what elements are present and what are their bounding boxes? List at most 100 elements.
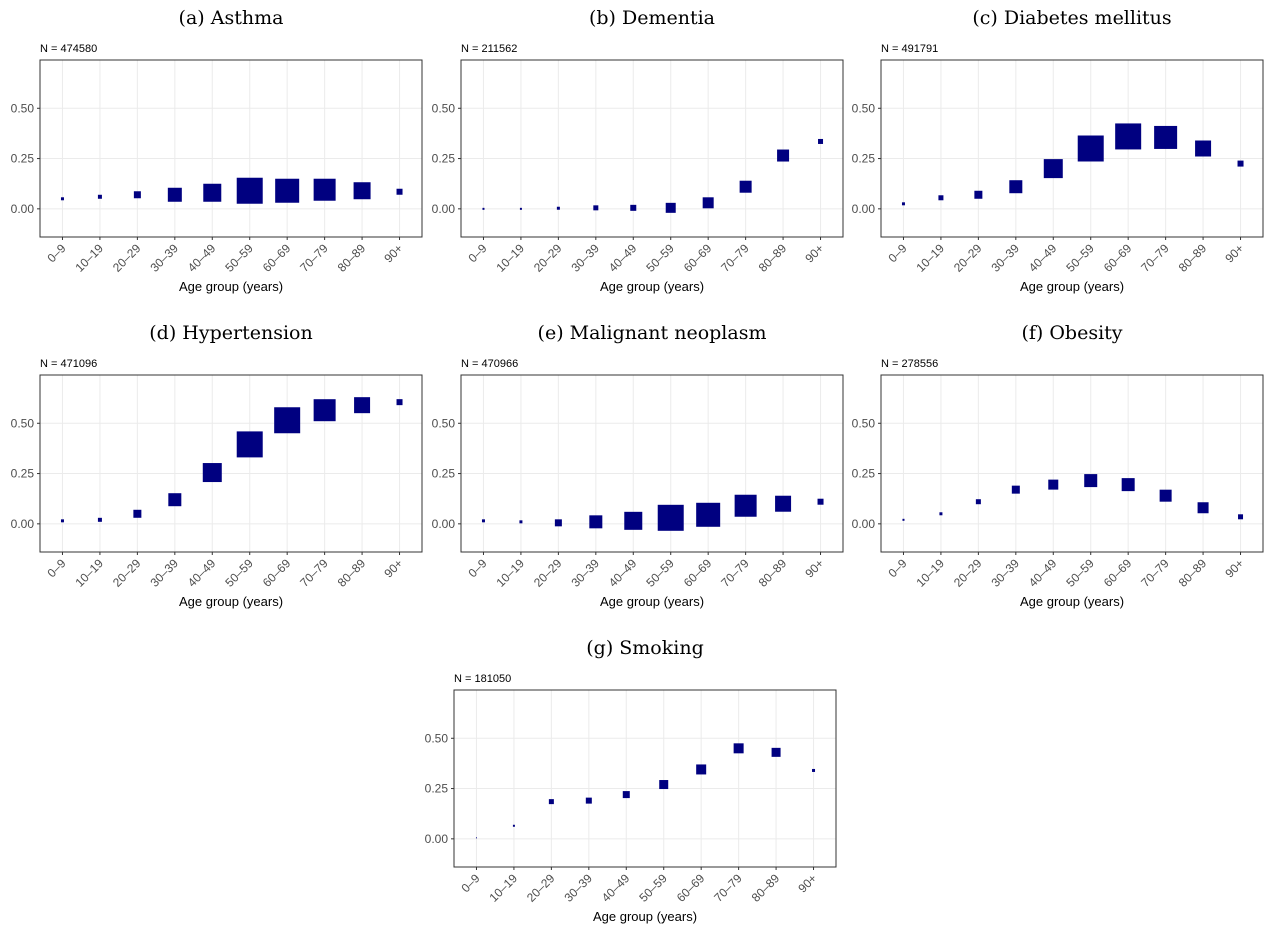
point <box>812 768 816 772</box>
point <box>482 207 485 210</box>
point <box>1043 159 1063 179</box>
point <box>554 519 562 527</box>
point <box>818 138 824 144</box>
x-tick-label: 50–59 <box>643 241 677 275</box>
y-tick-label: 0.50 <box>11 416 35 430</box>
x-tick-label: 90+ <box>802 556 826 580</box>
y-tick-label: 0.00 <box>425 832 449 846</box>
point <box>236 431 263 458</box>
point <box>396 399 403 406</box>
y-tick-label: 0.25 <box>11 467 35 481</box>
x-tick-label: 30–39 <box>988 241 1022 275</box>
point <box>974 190 983 199</box>
x-tick-label: 30–39 <box>147 241 181 275</box>
point <box>775 495 792 512</box>
x-tick-label: 40–49 <box>606 241 640 275</box>
point <box>97 194 102 199</box>
x-tick-label: 20–29 <box>531 556 565 590</box>
point <box>168 493 182 507</box>
x-tick-label: 10–19 <box>914 556 948 590</box>
point <box>593 205 599 211</box>
y-tick-label: 0.25 <box>425 782 449 796</box>
x-tick-label: 60–69 <box>674 871 708 905</box>
x-tick-label: 0–9 <box>886 241 910 265</box>
sample-size: N = 474580 <box>40 43 97 55</box>
x-tick-label: 60–69 <box>681 556 715 590</box>
x-tick-label: 0–9 <box>466 556 490 580</box>
point <box>274 407 301 434</box>
point <box>734 494 757 517</box>
point <box>519 520 523 524</box>
point <box>1154 125 1178 149</box>
x-tick-label: 40–49 <box>185 241 219 275</box>
point <box>1009 180 1023 194</box>
x-tick-label: 40–49 <box>185 556 219 590</box>
x-tick-label: 40–49 <box>1026 241 1060 275</box>
point <box>777 149 790 162</box>
x-tick-label: 90+ <box>381 241 405 265</box>
point <box>630 204 637 211</box>
y-tick-label: 0.00 <box>432 517 456 531</box>
point <box>657 504 684 531</box>
panel-title: (f) Obesity <box>1021 322 1122 344</box>
x-tick-label: 0–9 <box>459 871 483 895</box>
x-tick-label: 50–59 <box>1063 241 1097 275</box>
x-tick-label: 50–59 <box>222 556 256 590</box>
x-tick-label: 70–79 <box>711 871 745 905</box>
panel-title: (e) Malignant neoplasm <box>538 322 767 344</box>
point <box>733 743 744 754</box>
point <box>1237 160 1244 167</box>
y-tick-label: 0.25 <box>432 467 456 481</box>
point <box>902 518 905 521</box>
x-axis-label: Age group (years) <box>600 594 704 609</box>
x-tick-label: 60–69 <box>681 241 715 275</box>
x-tick-label: 60–69 <box>260 241 294 275</box>
point <box>589 515 603 529</box>
x-tick-label: 90+ <box>1222 556 1246 580</box>
point <box>939 512 943 516</box>
panel-title: (b) Dementia <box>589 7 715 29</box>
x-tick-label: 30–39 <box>988 556 1022 590</box>
point <box>133 191 141 199</box>
point <box>475 837 477 839</box>
y-tick-label: 0.25 <box>11 152 35 166</box>
x-tick-label: 20–29 <box>110 241 144 275</box>
panel-border <box>460 59 844 238</box>
x-axis-label: Age group (years) <box>593 909 697 924</box>
x-axis-label: Age group (years) <box>179 594 283 609</box>
point <box>1048 479 1059 490</box>
point <box>556 206 560 210</box>
y-tick-label: 0.50 <box>852 101 876 115</box>
x-tick-label: 10–19 <box>494 556 528 590</box>
panel-border <box>460 374 844 553</box>
x-tick-label: 70–79 <box>297 241 331 275</box>
x-axis-label: Age group (years) <box>179 279 283 294</box>
sample-size: N = 470966 <box>461 358 518 370</box>
x-tick-label: 70–79 <box>718 241 752 275</box>
panel-title: (d) Hypertension <box>149 322 312 344</box>
x-tick-label: 20–29 <box>110 556 144 590</box>
x-tick-label: 30–39 <box>147 556 181 590</box>
point <box>901 202 905 206</box>
point <box>202 463 222 483</box>
panel-border <box>880 59 1264 238</box>
point <box>97 517 102 522</box>
y-tick-label: 0.25 <box>432 152 456 166</box>
sample-size: N = 471096 <box>40 358 97 370</box>
panel-title: (g) Smoking <box>586 637 704 659</box>
x-tick-label: 80–89 <box>756 556 790 590</box>
x-tick-label: 30–39 <box>568 241 602 275</box>
point <box>481 519 485 523</box>
point <box>696 764 707 775</box>
x-tick-label: 40–49 <box>1026 556 1060 590</box>
x-tick-label: 20–29 <box>951 241 985 275</box>
y-tick-label: 0.50 <box>432 101 456 115</box>
x-tick-label: 10–19 <box>73 556 107 590</box>
point <box>1011 485 1020 494</box>
x-tick-label: 80–89 <box>1176 556 1210 590</box>
point <box>622 791 630 799</box>
sample-size: N = 181050 <box>454 673 511 685</box>
x-tick-label: 90+ <box>1222 241 1246 265</box>
x-tick-label: 0–9 <box>45 556 69 580</box>
panel-border <box>880 374 1264 553</box>
